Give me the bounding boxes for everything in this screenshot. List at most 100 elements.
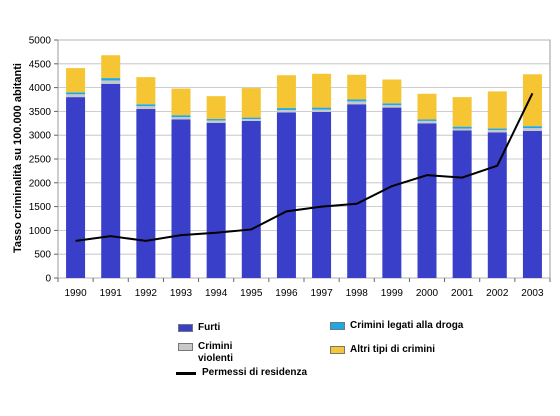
bar-altri-tipi-di-crimini-1996 (276, 75, 296, 109)
bar-crimini-violenti-1994 (206, 120, 226, 123)
x-tick-label: 1994 (205, 288, 228, 299)
bar-crimini-legati-alla-droga-2003 (522, 126, 542, 129)
y-tick-label: 2000 (29, 178, 52, 189)
legend-droga-label: Crimini legati alla droga (350, 320, 464, 331)
legend-permessi-label: Permessi di residenza (202, 367, 308, 378)
legend-permessi: Permessi di residenza (176, 367, 307, 379)
x-tick-label: 1992 (135, 288, 158, 299)
bar-furti-1992 (136, 109, 156, 279)
bar-crimini-legati-alla-droga-1995 (241, 117, 261, 120)
bar-furti-1993 (171, 119, 191, 278)
legend-furti-swatch (178, 324, 193, 332)
bar-furti-1997 (312, 111, 332, 278)
bar-altri-tipi-di-crimini-2001 (452, 97, 472, 127)
bar-crimini-legati-alla-droga-1992 (136, 104, 156, 107)
bar-furti-2000 (417, 123, 437, 278)
legend-permessi-line (176, 372, 196, 375)
bar-crimini-legati-alla-droga-1993 (171, 115, 191, 118)
bar-crimini-legati-alla-droga-1996 (276, 108, 296, 110)
bar-altri-tipi-di-crimini-1994 (206, 96, 226, 120)
y-tick-label: 0 (45, 274, 51, 285)
bar-furti-2002 (487, 132, 507, 278)
y-axis-label: Tasso criminalità su 100.000 abitanti (12, 63, 24, 253)
x-tick-label: 1999 (381, 288, 404, 299)
x-tick-label: 1995 (240, 288, 263, 299)
x-tick-label: 2002 (486, 288, 509, 299)
bar-furti-1999 (382, 107, 402, 278)
bar-crimini-legati-alla-droga-2000 (417, 119, 437, 121)
bar-furti-1996 (276, 112, 296, 279)
bar-altri-tipi-di-crimini-1995 (241, 88, 261, 118)
legend-furti: Furti (178, 322, 220, 334)
bar-crimini-legati-alla-droga-1999 (382, 103, 402, 106)
bar-altri-tipi-di-crimini-1998 (347, 74, 367, 100)
x-tick-label: 1998 (346, 288, 369, 299)
bar-altri-tipi-di-crimini-1993 (171, 88, 191, 116)
bar-altri-tipi-di-crimini-1991 (101, 55, 121, 79)
bar-crimini-legati-alla-droga-1990 (66, 92, 86, 95)
bar-crimini-violenti-1991 (101, 80, 121, 84)
legend-altri-swatch (330, 346, 345, 354)
x-tick-label: 1990 (64, 288, 87, 299)
y-axis-ticks: 0 500 1000 1500 2000 2500 3000 3500 4000 4500 5000 (29, 36, 58, 285)
legend-violenti: Crimini violenti (178, 341, 233, 365)
bar-crimini-violenti-1995 (241, 119, 261, 121)
bar-crimini-violenti-2001 (452, 128, 472, 131)
y-tick-label: 4000 (29, 83, 52, 94)
bar-altri-tipi-di-crimini-2003 (522, 74, 542, 127)
bar-altri-tipi-di-crimini-1999 (382, 79, 402, 104)
bar-crimini-legati-alla-droga-1994 (206, 119, 226, 121)
bar-crimini-violenti-2000 (417, 120, 437, 124)
bar-crimini-violenti-1992 (136, 106, 156, 110)
bar-crimini-violenti-2002 (487, 129, 507, 133)
bar-crimini-violenti-2003 (522, 128, 542, 131)
y-tick-label: 1500 (29, 202, 52, 213)
legend-altri: Altri tipi di crimini (330, 344, 435, 356)
bar-furti-1998 (347, 104, 367, 278)
bar-altri-tipi-di-crimini-2002 (487, 91, 507, 129)
bar-furti-2003 (522, 130, 542, 278)
x-tick-label: 1996 (275, 288, 298, 299)
bar-crimini-legati-alla-droga-1998 (347, 99, 367, 102)
bar-crimini-violenti-1999 (382, 105, 402, 108)
y-tick-label: 5000 (29, 36, 52, 47)
bar-crimini-legati-alla-droga-2001 (452, 126, 472, 129)
bar-crimini-violenti-1998 (347, 101, 367, 105)
y-tick-label: 500 (34, 250, 51, 261)
bar-crimini-violenti-1990 (66, 94, 86, 98)
y-tick-label: 3500 (29, 107, 52, 118)
y-tick-label: 3000 (29, 131, 52, 142)
legend-droga-swatch (330, 322, 345, 330)
bar-stacks (66, 55, 542, 279)
x-tick-label: 2000 (416, 288, 439, 299)
bar-crimini-violenti-1997 (312, 109, 332, 112)
bar-altri-tipi-di-crimini-1992 (136, 77, 156, 105)
bar-furti-1994 (206, 122, 226, 278)
x-tick-label: 1993 (170, 288, 193, 299)
bar-altri-tipi-di-crimini-1997 (312, 73, 332, 108)
bar-furti-1990 (66, 97, 86, 279)
bar-crimini-violenti-1993 (171, 117, 191, 120)
bar-altri-tipi-di-crimini-2000 (417, 93, 437, 120)
bar-furti-1995 (241, 120, 261, 278)
x-axis-ticks: 1990 1991 1992 1993 1994 1995 1996 1997 1998 1999… (57, 278, 551, 299)
legend-droga: Crimini legati alla droga (330, 320, 463, 332)
x-tick-label: 2001 (451, 288, 474, 299)
bar-furti-1991 (101, 83, 121, 279)
x-tick-label: 1991 (100, 288, 123, 299)
bar-crimini-legati-alla-droga-1997 (312, 107, 332, 110)
legend-furti-label: Furti (198, 322, 221, 333)
permessi-line (75, 92, 534, 242)
legend-altri-label: Altri tipi di crimini (350, 344, 436, 355)
y-tick-label: 2500 (29, 155, 52, 166)
bar-crimini-violenti-1996 (276, 109, 296, 113)
bar-altri-tipi-di-crimini-1990 (66, 68, 86, 93)
x-tick-label: 2003 (521, 288, 544, 299)
bar-furti-2001 (452, 130, 472, 278)
legend-violenti-label: Crimini violenti (198, 341, 234, 364)
bar-crimini-legati-alla-droga-2002 (487, 128, 507, 130)
y-tick-label: 1000 (29, 226, 52, 237)
x-tick-label: 1997 (310, 288, 333, 299)
legend-violenti-swatch (178, 343, 193, 351)
